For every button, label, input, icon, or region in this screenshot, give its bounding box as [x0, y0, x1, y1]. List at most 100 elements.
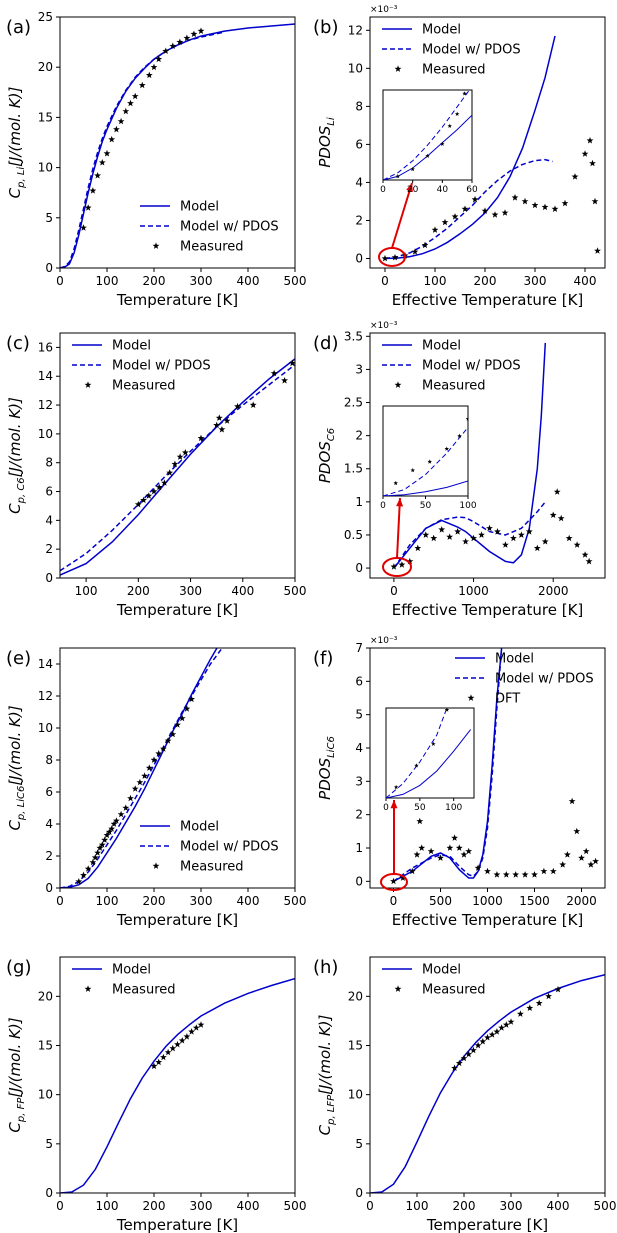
data-point	[188, 695, 195, 703]
legend-label-measured: Measured	[422, 63, 486, 78]
x-tick-label: 0	[390, 894, 398, 908]
data-point	[535, 999, 543, 1007]
data-point	[89, 187, 97, 194]
panel-label: (f)	[313, 648, 333, 669]
inset: 0 20 40 60	[380, 89, 478, 195]
data-point	[484, 867, 491, 875]
inset-x-tick-label: 0	[380, 501, 386, 511]
x-tick-label: 100	[96, 274, 119, 288]
plot-area	[60, 648, 224, 888]
data-point	[470, 1046, 477, 1054]
y-tick-label: 20	[38, 60, 53, 74]
plot-frame	[369, 332, 606, 579]
series-model-line	[60, 358, 295, 576]
data-point	[192, 1024, 200, 1031]
data-point	[408, 867, 416, 875]
y-tick-label: 10	[38, 721, 53, 735]
data-point	[478, 531, 485, 538]
series-dft-markers	[390, 797, 599, 885]
data-point	[281, 377, 288, 384]
data-point	[84, 865, 92, 872]
data-point	[491, 211, 499, 218]
series-model-w-pdos-line	[393, 648, 503, 882]
inset-x-tick-label: 0	[383, 803, 389, 813]
y-tick-label: 0	[45, 261, 53, 275]
data-point	[75, 878, 83, 885]
data-point	[416, 817, 424, 825]
y-tick-label: 10	[38, 161, 53, 175]
panel-label: (a)	[6, 17, 31, 38]
series-series-line	[383, 427, 468, 496]
x-tick-label: 400	[231, 584, 254, 598]
data-point	[444, 708, 450, 712]
data-point	[549, 867, 557, 875]
legend-label-measured: Measured	[112, 983, 176, 998]
series-measured-markers	[80, 27, 205, 231]
data-point	[471, 195, 479, 203]
legend-label-model: Model	[112, 339, 151, 354]
data-point	[474, 1041, 482, 1049]
series-model-w-pdos-line	[393, 501, 546, 569]
series-model-line	[60, 977, 295, 1193]
data-point	[554, 985, 562, 993]
data-point	[587, 861, 595, 868]
y-tick-label: 5	[355, 1137, 363, 1151]
plot-frame	[59, 647, 296, 889]
x-tick-label: 500	[284, 584, 307, 598]
data-point	[517, 1010, 524, 1017]
plot-area	[390, 342, 593, 570]
x-tick-label: 500	[429, 894, 452, 908]
x-tick-label: 400	[547, 1199, 570, 1213]
data-point	[427, 459, 432, 464]
data-point	[446, 533, 454, 540]
panel-label: (d)	[313, 333, 338, 354]
y-axis-label: Cp, C6[J/(mol. K)]	[6, 397, 27, 514]
legend-label-model: Model	[112, 963, 151, 978]
inset-plot-area	[386, 708, 471, 798]
data-point	[413, 851, 421, 858]
series-measured-markers	[390, 488, 593, 570]
data-point	[585, 557, 593, 565]
y-tick-label: 4	[45, 513, 53, 527]
data-point	[462, 538, 469, 545]
legend: Model Model w/ PDOS Measured	[72, 339, 211, 394]
data-point	[589, 159, 596, 167]
data-point	[131, 785, 139, 792]
data-point	[80, 224, 87, 231]
inset-x-tick-label: 50	[420, 501, 432, 511]
x-axis-label: Effective Temperature [K]	[392, 911, 584, 929]
panel-label: (h)	[313, 957, 338, 978]
x-axis-label: Temperature [K]	[116, 911, 238, 929]
data-point	[512, 871, 520, 878]
y-tick-label: 2	[45, 542, 53, 556]
panel-c: (c) 100 200 300 400 500 0 2 4 6 8 10 12 14 16 Temperatu…	[6, 332, 307, 619]
data-point	[176, 453, 184, 460]
y-axis-label: PDOSLiC6	[316, 736, 337, 800]
legend-label-measured: Measured	[422, 379, 486, 394]
data-point	[431, 741, 436, 746]
data-point	[541, 538, 549, 545]
y-tick-label: 0	[45, 1186, 53, 1200]
legend-label-model-w-pdos: Model w/ PDOS	[495, 672, 594, 687]
data-point	[568, 797, 576, 805]
x-tick-label: 1000	[472, 894, 503, 908]
data-point	[571, 173, 579, 180]
plot-area	[60, 977, 295, 1193]
panel-label: (c)	[6, 333, 30, 354]
legend-label-model-w-pdos: Model w/ PDOS	[422, 359, 521, 374]
data-point	[531, 871, 538, 878]
legend: Model Measured	[382, 963, 486, 998]
data-point	[455, 1059, 463, 1067]
legend-marker-measured	[394, 65, 402, 72]
x-tick-label: 300	[190, 274, 213, 288]
y-scale-label: ×10⁻³	[370, 636, 398, 646]
series-series-line	[386, 708, 448, 798]
data-point	[166, 469, 174, 476]
y-tick-label: 10	[38, 1088, 53, 1102]
data-point	[160, 1053, 167, 1061]
series-series-markers	[393, 708, 450, 790]
legend-label-model-w-pdos: Model w/ PDOS	[422, 43, 521, 58]
data-point	[270, 369, 278, 377]
data-point	[422, 531, 430, 538]
